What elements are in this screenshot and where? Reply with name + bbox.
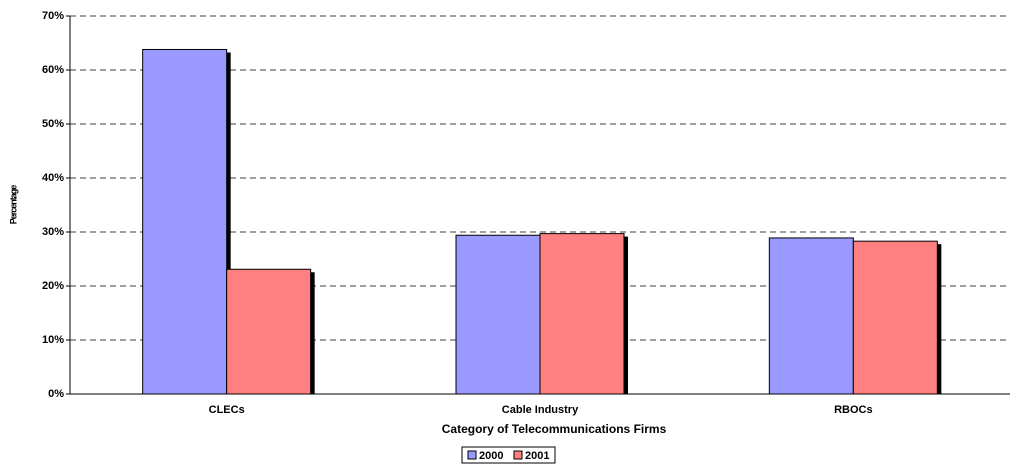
bar bbox=[539, 233, 625, 395]
y-tick-label: 20% bbox=[42, 280, 64, 292]
x-tick-label: RBOCs bbox=[834, 404, 873, 416]
x-tick-label: CLECs bbox=[209, 404, 245, 416]
x-tick-label: Cable Industry bbox=[502, 404, 579, 416]
bar bbox=[142, 48, 228, 395]
bar bbox=[768, 237, 854, 395]
y-axis-title: Percentage bbox=[8, 185, 18, 225]
legend-label: 2001 bbox=[525, 450, 549, 462]
bar bbox=[455, 234, 541, 395]
y-tick-label: 30% bbox=[42, 226, 64, 238]
bar bbox=[852, 240, 938, 395]
legend-box bbox=[461, 446, 556, 464]
x-axis-title: Category of Telecommunications Firms bbox=[442, 422, 667, 436]
y-tick-label: 0% bbox=[48, 388, 64, 400]
y-tick-label: 50% bbox=[42, 118, 64, 130]
y-tick-label: 60% bbox=[42, 64, 64, 76]
y-tick-label: 10% bbox=[42, 334, 64, 346]
legend-label: 2000 bbox=[479, 450, 503, 462]
y-tick-label: 70% bbox=[42, 10, 64, 22]
legend-swatch bbox=[467, 450, 477, 460]
y-tick-label: 40% bbox=[42, 172, 64, 184]
legend-swatch bbox=[513, 450, 523, 460]
bar bbox=[226, 268, 312, 395]
